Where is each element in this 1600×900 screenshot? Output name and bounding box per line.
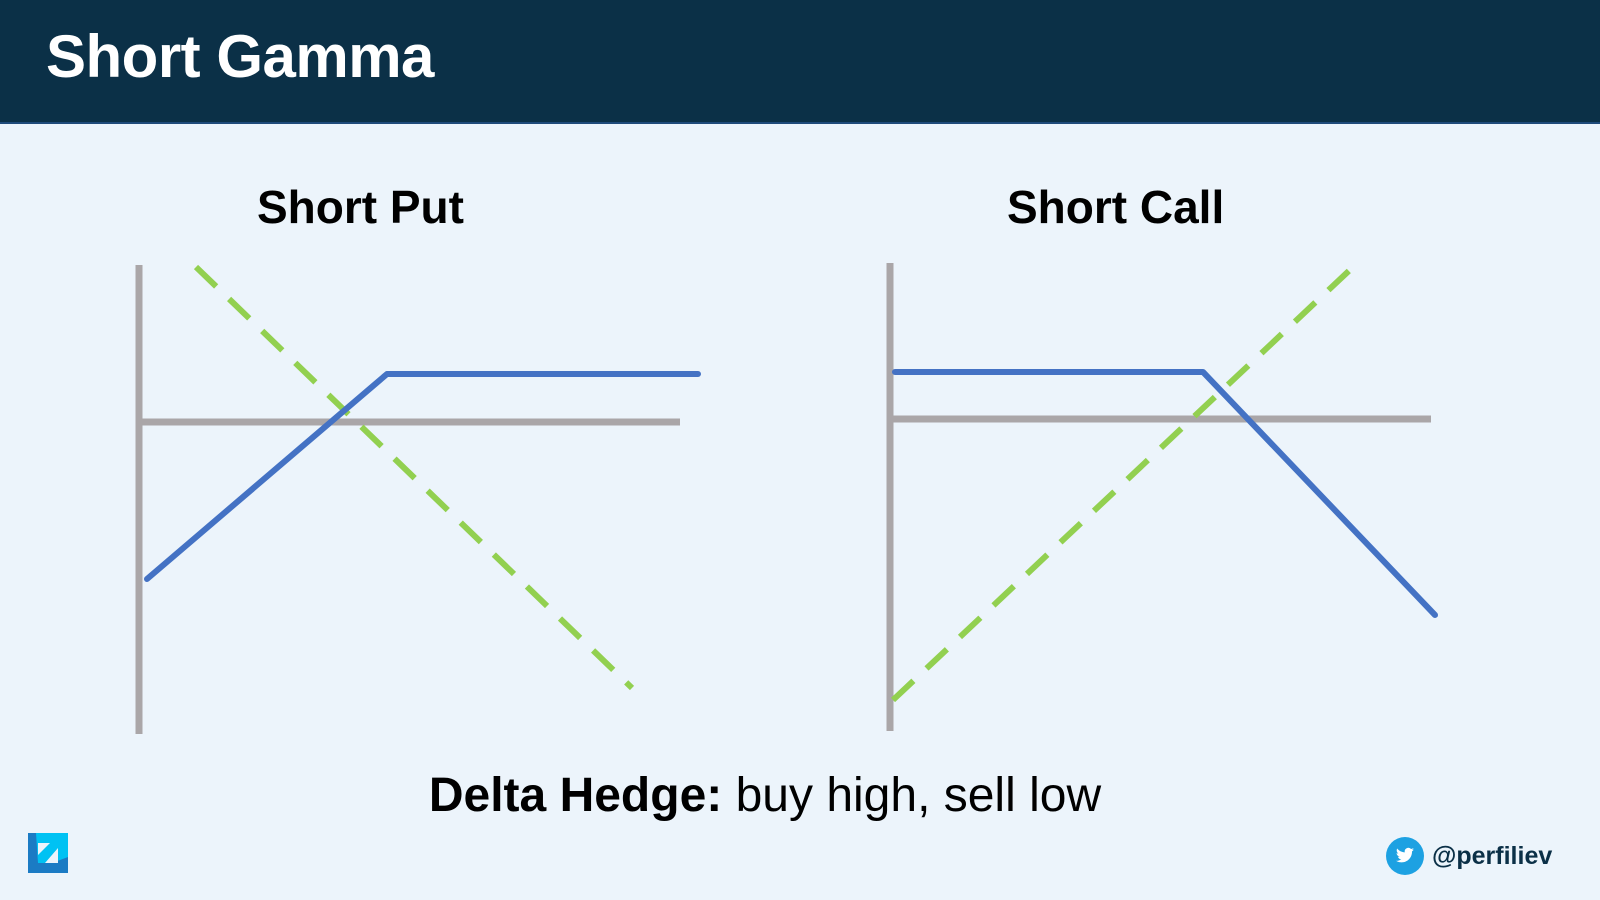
header-bar: Short Gamma — [0, 0, 1600, 124]
put-payoff-line — [144, 371, 701, 582]
call-delta-line — [890, 264, 1356, 703]
caption-rest: buy high, sell low — [722, 769, 1102, 822]
call-payoff-line — [892, 369, 1438, 618]
put-delta-line — [193, 264, 635, 691]
page-title: Short Gamma — [46, 23, 434, 90]
twitter-handle[interactable]: @perfiliev — [1386, 837, 1552, 875]
twitter-icon — [1386, 837, 1424, 875]
short-put-title: Short Put — [257, 181, 464, 233]
brand-logo-icon — [28, 833, 68, 873]
short-put-diagram — [135, 264, 701, 734]
handle-text: @perfiliev — [1432, 841, 1553, 870]
short-call-diagram — [886, 263, 1438, 731]
short-call-title: Short Call — [1007, 181, 1225, 233]
caption: Delta Hedge: buy high, sell low — [0, 768, 1530, 823]
caption-bold: Delta Hedge: — [428, 769, 723, 822]
